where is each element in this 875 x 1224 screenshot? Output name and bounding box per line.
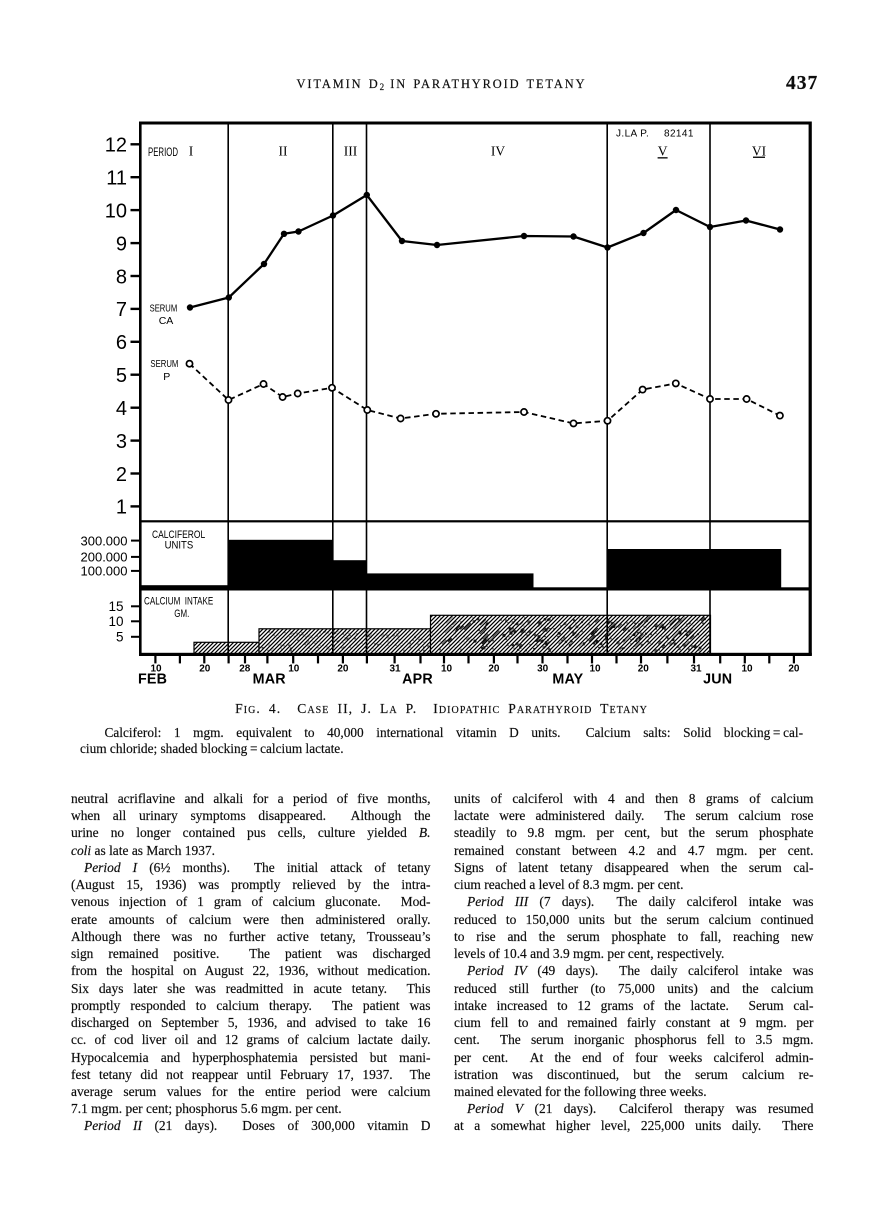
svg-text:8: 8 — [116, 266, 127, 288]
svg-text:IV: IV — [491, 144, 505, 159]
svg-text:MAR: MAR — [253, 672, 287, 688]
svg-text:PERIOD: PERIOD — [148, 147, 178, 159]
svg-text:10: 10 — [150, 664, 162, 675]
svg-text:10: 10 — [288, 664, 300, 675]
svg-text:3: 3 — [116, 431, 127, 453]
svg-text:SERUM: SERUM — [150, 302, 178, 314]
svg-text:300.000: 300.000 — [81, 533, 128, 548]
svg-text:APR: APR — [402, 672, 433, 688]
svg-text:28: 28 — [239, 664, 251, 675]
svg-text:P: P — [163, 371, 170, 383]
svg-text:CALCIUM INTAKE: CALCIUM INTAKE — [144, 595, 213, 607]
svg-text:15: 15 — [108, 599, 123, 614]
svg-text:200.000: 200.000 — [81, 550, 128, 565]
svg-text:10: 10 — [589, 664, 601, 675]
svg-text:GM.: GM. — [174, 608, 189, 620]
svg-text:10: 10 — [108, 614, 123, 629]
svg-text:I: I — [189, 144, 194, 159]
svg-text:CALCIFEROL: CALCIFEROL — [152, 529, 205, 541]
svg-text:20: 20 — [199, 664, 211, 675]
svg-text:UNITS: UNITS — [165, 539, 194, 551]
svg-text:100.000: 100.000 — [81, 564, 128, 579]
svg-text:20: 20 — [337, 664, 349, 675]
svg-text:V: V — [658, 144, 668, 159]
svg-text:30: 30 — [537, 664, 549, 675]
svg-text:II: II — [279, 144, 288, 159]
svg-text:MAY: MAY — [552, 672, 583, 688]
svg-text:5: 5 — [116, 630, 124, 645]
svg-text:82141: 82141 — [664, 129, 694, 140]
svg-text:FEB: FEB — [138, 672, 167, 688]
svg-text:20: 20 — [788, 664, 800, 675]
svg-text:31: 31 — [690, 664, 702, 675]
svg-text:10: 10 — [741, 664, 753, 675]
svg-text:20: 20 — [488, 664, 500, 675]
svg-text:SERUM: SERUM — [150, 358, 178, 370]
svg-text:7: 7 — [116, 299, 127, 321]
svg-text:9: 9 — [116, 233, 127, 255]
svg-text:VI: VI — [752, 144, 767, 159]
svg-text:31: 31 — [389, 664, 401, 675]
svg-text:III: III — [344, 144, 358, 159]
svg-text:20: 20 — [638, 664, 650, 675]
svg-text:2: 2 — [116, 464, 127, 486]
svg-text:10: 10 — [105, 200, 127, 222]
svg-text:JUN: JUN — [703, 672, 732, 688]
svg-text:12: 12 — [105, 135, 127, 157]
svg-text:CA: CA — [159, 315, 174, 327]
svg-text:1: 1 — [116, 497, 127, 519]
svg-text:5: 5 — [116, 365, 127, 387]
svg-text:6: 6 — [116, 332, 127, 354]
svg-text:4: 4 — [116, 398, 127, 420]
svg-text:10: 10 — [441, 664, 453, 675]
svg-text:11: 11 — [106, 168, 127, 190]
svg-text:J.LA P.: J.LA P. — [616, 129, 649, 140]
